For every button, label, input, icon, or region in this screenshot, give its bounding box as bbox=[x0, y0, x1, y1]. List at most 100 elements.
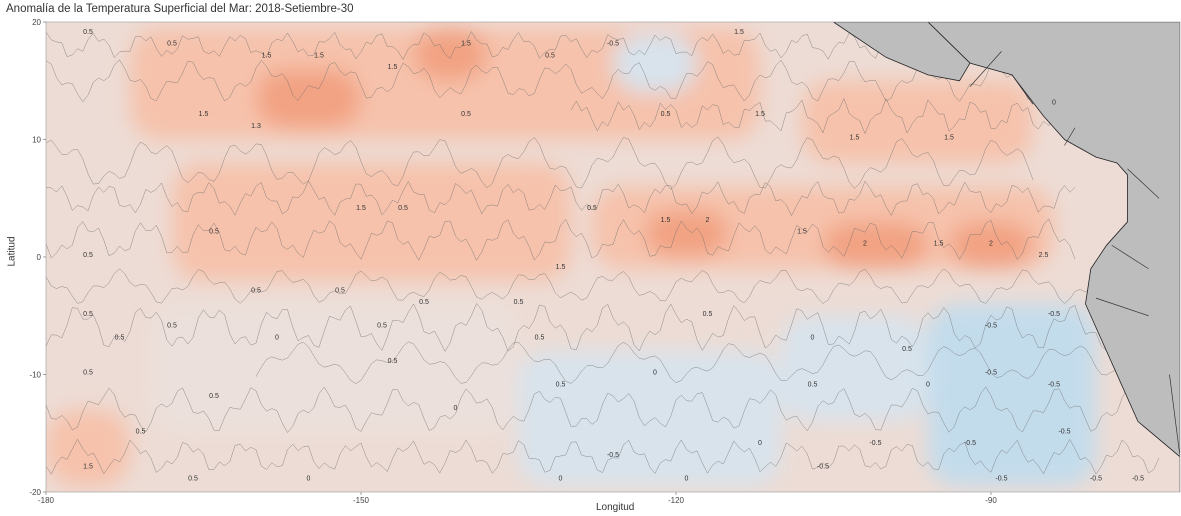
contour-label: 0.5 bbox=[703, 311, 713, 318]
contour-line bbox=[255, 341, 1118, 384]
contour-label: 1.5 bbox=[199, 111, 209, 118]
contour-label: 0.5 bbox=[545, 52, 555, 59]
contour-label: 0.5 bbox=[83, 370, 93, 377]
x-tick-label: -120 bbox=[668, 496, 685, 505]
anomaly-region bbox=[949, 221, 1033, 269]
contour-label: 0.5 bbox=[83, 29, 93, 36]
x-axis-label: Longitud bbox=[596, 502, 635, 513]
contour-label: 0.5 bbox=[209, 393, 219, 400]
y-tick-label: -10 bbox=[29, 371, 41, 380]
contour-label: 0 bbox=[454, 405, 458, 412]
chart-title: Anomalía de la Temperatura Superficial d… bbox=[6, 3, 354, 15]
contour-label: -0.5 bbox=[1090, 475, 1102, 482]
contour-line bbox=[46, 180, 1076, 217]
contour-label: 0.5 bbox=[167, 323, 177, 330]
contour-label: 0.5 bbox=[167, 41, 177, 48]
contour-label: -0.5 bbox=[985, 370, 997, 377]
contour-label: 1.5 bbox=[934, 240, 944, 247]
contour-label: 0.5 bbox=[661, 111, 671, 118]
anomaly-region bbox=[802, 80, 1033, 163]
anomaly-region bbox=[823, 221, 928, 269]
contour-label: 0 bbox=[559, 475, 563, 482]
anomaly-region bbox=[928, 304, 1096, 487]
contour-label: -0.5 bbox=[1048, 381, 1060, 388]
anomaly-region bbox=[172, 163, 571, 281]
anomaly-region bbox=[644, 210, 729, 257]
land-polygon bbox=[832, 22, 971, 82]
contour-label: 2 bbox=[989, 240, 993, 247]
contour-label: 1.5 bbox=[755, 111, 765, 118]
contour-label: 0 bbox=[758, 440, 762, 447]
contour-label: 0.5 bbox=[587, 205, 597, 212]
contour-label: 1.5 bbox=[314, 52, 324, 59]
anomaly-region bbox=[781, 315, 928, 422]
contour-line bbox=[46, 59, 1076, 103]
contour-label: 2 bbox=[863, 240, 867, 247]
anomaly-fill-layer bbox=[46, 27, 1096, 487]
contour-label: 1.5 bbox=[734, 29, 744, 36]
contour-line bbox=[46, 218, 1076, 261]
country-border bbox=[1127, 168, 1160, 199]
land-layer bbox=[832, 22, 1180, 492]
contour-label: 0.5 bbox=[209, 229, 219, 236]
contour-label: 1.5 bbox=[262, 52, 272, 59]
contour-label: -0.5 bbox=[817, 464, 829, 471]
contour-line bbox=[46, 303, 1118, 353]
contour-label: 0.5 bbox=[115, 334, 125, 341]
contour-line bbox=[46, 438, 1160, 475]
contour-label: -0.5 bbox=[1048, 311, 1060, 318]
contour-label: 0.5 bbox=[251, 287, 261, 294]
contour-line bbox=[46, 31, 887, 61]
contour-label: 1.3 bbox=[251, 123, 261, 130]
contour-label: 0 bbox=[275, 334, 279, 341]
contour-label: 2 bbox=[706, 217, 710, 224]
contour-label: 0 bbox=[685, 475, 689, 482]
x-tick-label: -90 bbox=[985, 496, 997, 505]
contour-label: 1.5 bbox=[83, 464, 93, 471]
contour-label: 0.5 bbox=[377, 323, 387, 330]
contour-label: 0.5 bbox=[136, 428, 146, 435]
anomaly-region bbox=[46, 409, 130, 487]
land-polygon bbox=[833, 22, 1180, 492]
contour-label: 0.5 bbox=[514, 299, 524, 306]
y-tick-label: -20 bbox=[29, 488, 41, 497]
contour-label: 0.5 bbox=[335, 287, 345, 294]
contour-line bbox=[46, 268, 1097, 304]
contour-line bbox=[46, 136, 1034, 190]
y-tick-label: 0 bbox=[37, 253, 42, 262]
country-border bbox=[1095, 297, 1149, 317]
contour-label: 0.5 bbox=[419, 299, 429, 306]
contour-label: -0.5 bbox=[607, 41, 619, 48]
contour-label: 0.5 bbox=[83, 252, 93, 259]
contour-label: 1.5 bbox=[797, 229, 807, 236]
country-border bbox=[969, 51, 1002, 87]
contour-label: -0.5 bbox=[985, 323, 997, 330]
contour-label: -0.5 bbox=[964, 440, 976, 447]
contour-label: 1.5 bbox=[461, 41, 471, 48]
contour-label: 0 bbox=[653, 370, 657, 377]
contour-line bbox=[570, 97, 1055, 135]
anomaly-region bbox=[613, 33, 697, 93]
contour-label: -0.5 bbox=[995, 475, 1007, 482]
y-axis-label: Latitud bbox=[6, 236, 18, 267]
contour-label: 1.5 bbox=[850, 135, 860, 142]
contour-label: -0.5 bbox=[1132, 475, 1144, 482]
contour-label: 0.5 bbox=[461, 111, 471, 118]
contour-label: 1.5 bbox=[356, 205, 366, 212]
country-border bbox=[1064, 127, 1076, 146]
contour-line bbox=[46, 386, 1139, 433]
contour-label: 0 bbox=[811, 334, 815, 341]
contour-label: 0.5 bbox=[556, 381, 566, 388]
contour-label: -0.5 bbox=[607, 452, 619, 459]
anomaly-region bbox=[518, 351, 781, 487]
contour-label: 0.5 bbox=[535, 334, 545, 341]
contour-label: 1.5 bbox=[944, 135, 954, 142]
contour-label: 0.5 bbox=[902, 346, 912, 353]
country-border bbox=[1111, 244, 1149, 270]
y-tick-label: 10 bbox=[32, 136, 41, 145]
x-tick-label: -150 bbox=[353, 496, 370, 505]
contour-label: -0.5 bbox=[869, 440, 881, 447]
contour-label: 1.5 bbox=[556, 264, 566, 271]
contour-labels: 0.5 0.5 1.5 1.5 1.5 1.5 0.5 -0.5 1.5 1.5 1.3 0.5 0.5… bbox=[83, 29, 1144, 483]
